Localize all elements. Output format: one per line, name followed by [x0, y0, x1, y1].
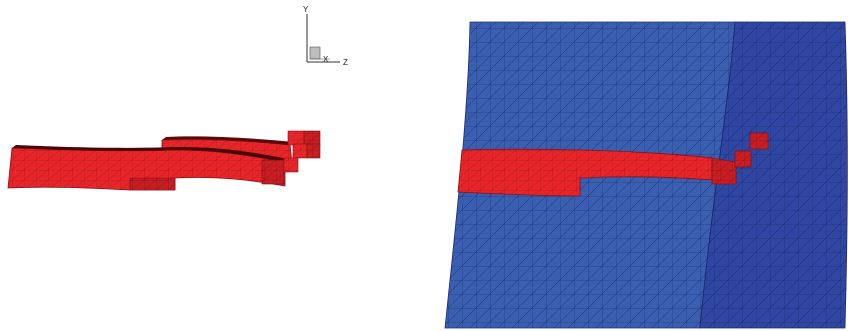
crack-block-4	[283, 157, 299, 173]
crack-segment-main-top	[12, 145, 288, 162]
embedded-crack-block-1	[734, 150, 752, 168]
crack-block-2	[292, 143, 308, 159]
x-axis-marker	[309, 46, 321, 60]
crack-block-1-side	[303, 130, 321, 146]
isolated-crack-surface	[7, 130, 321, 191]
embedded-crack-strip	[457, 148, 713, 197]
crack-step-lower	[129, 177, 176, 191]
meshed-block	[444, 21, 848, 329]
crack-block-3	[261, 159, 285, 185]
embedded-crack-block-2	[749, 132, 769, 150]
x-axis-label: X	[323, 55, 329, 64]
embedded-crack-step	[711, 157, 737, 185]
crack-block-2-side	[306, 143, 321, 159]
y-axis-label: Y	[303, 5, 309, 14]
crack-segment-upper-top	[162, 136, 294, 145]
axis-triad: Y X Z	[303, 5, 348, 67]
mesh-side-face	[699, 21, 848, 329]
z-axis-label: Z	[343, 58, 348, 67]
crack-block-1	[287, 130, 305, 146]
